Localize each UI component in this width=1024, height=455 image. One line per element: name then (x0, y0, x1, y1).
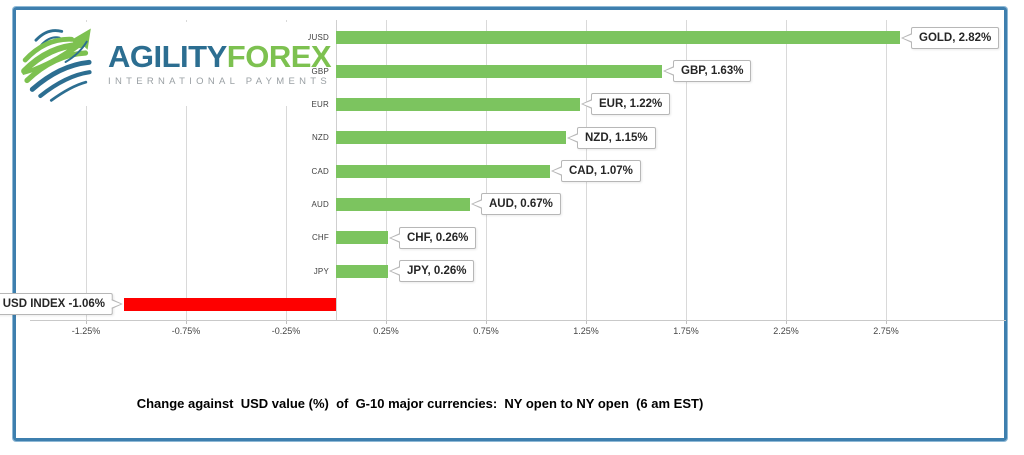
gridline (86, 20, 87, 320)
callout-pointer (903, 33, 913, 42)
callout-pointer (569, 133, 579, 142)
category-label: AUD (311, 199, 329, 209)
category-label: CAD (311, 166, 329, 176)
globe-arrow-icon (18, 22, 100, 107)
bar-cad (336, 164, 550, 178)
axis-tick (886, 320, 887, 324)
data-label-callout: GBP, 1.63% (663, 60, 752, 82)
category-label: EUR (311, 99, 329, 109)
x-axis-tick-label: 2.75% (873, 326, 899, 336)
callout-pointer (553, 167, 563, 175)
bar-usd-index (124, 297, 336, 311)
axis-tick (386, 320, 387, 324)
axis-tick (786, 320, 787, 324)
x-axis-tick-label: 1.75% (673, 326, 699, 336)
data-label-callout: NZD, 1.15% (567, 126, 656, 149)
gridline (186, 20, 187, 320)
callout-pointer (111, 300, 121, 309)
category-label: NZD (311, 133, 329, 143)
x-axis-tick-label: 1.25% (573, 326, 599, 336)
category-label: XAUUSD (294, 33, 329, 43)
axis-tick (686, 320, 687, 324)
x-axis-tick-label: -0.75% (171, 326, 201, 336)
brand-tagline: INTERNATIONAL PAYMENTS (108, 76, 332, 88)
gridline (286, 20, 287, 320)
brand-name-agility: AGILITY (108, 39, 227, 75)
callout-pointer (391, 233, 401, 242)
bar-nzd (336, 131, 566, 145)
data-label-callout: GOLD, 2.82% (901, 26, 1000, 49)
gridline (886, 20, 887, 320)
x-axis-tick-label: 0.75% (473, 326, 499, 336)
axis-tick (486, 320, 487, 324)
brand-name-forex: FOREX (226, 39, 332, 75)
callout-pointer (391, 267, 401, 275)
callout-pointer (665, 67, 675, 75)
x-axis-tick-label: 2.25% (773, 326, 799, 336)
callout-pointer (583, 100, 593, 109)
bar-jpy (336, 264, 388, 278)
data-label-callout: JPY, 0.26% (389, 260, 475, 282)
gridline (686, 20, 687, 320)
category-label: CHF (311, 233, 329, 243)
agilityforex-logo: AGILITYFOREX INTERNATIONAL PAYMENTS (18, 22, 332, 107)
gridline (786, 20, 787, 320)
x-axis-tick-label: -0.25% (271, 326, 301, 336)
data-label-callout: USD INDEX -1.06% (0, 293, 123, 316)
bar-eur (336, 97, 580, 111)
data-label-callout: EUR, 1.22% (581, 93, 671, 116)
x-axis-tick-label: 0.25% (373, 326, 399, 336)
bar-aud (336, 197, 470, 211)
chart-caption: Change against USD value (%) of G-10 maj… (136, 396, 704, 411)
bar-gbp (336, 64, 662, 78)
data-label-callout: CHF, 0.26% (389, 226, 477, 249)
axis-tick (586, 320, 587, 324)
data-label-callout: AUD, 0.67% (471, 193, 561, 216)
category-label: GBP (311, 66, 329, 76)
callout-pointer (473, 200, 483, 209)
brand-name: AGILITYFOREX (108, 39, 332, 75)
x-axis-tick-label: -1.25% (71, 326, 101, 336)
axis-tick (86, 320, 87, 324)
axis-tick (286, 320, 287, 324)
axis-tick (186, 320, 187, 324)
bar-chf (336, 231, 388, 245)
data-label-callout: CAD, 1.07% (551, 160, 641, 182)
bar-gold (336, 31, 900, 45)
chart-border-frame (13, 7, 1007, 441)
category-label: JPY (313, 266, 329, 276)
x-axis-line (30, 320, 1006, 321)
